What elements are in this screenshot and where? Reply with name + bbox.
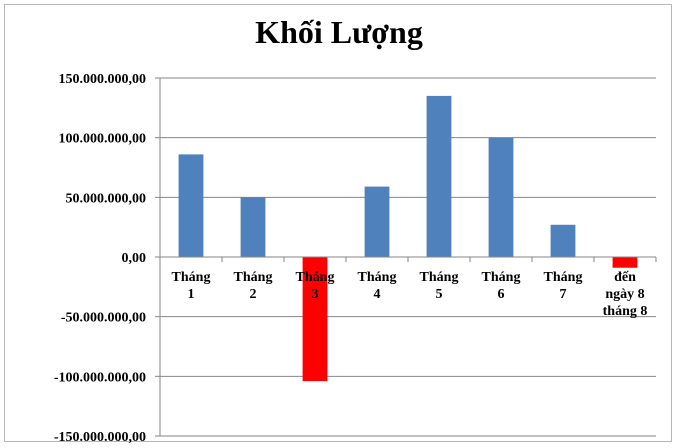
- category-label-line: Tháng: [420, 270, 459, 285]
- chart-frame: [4, 4, 672, 442]
- category-label: Tháng 2: [234, 270, 273, 302]
- category-label: đến ngày 8 tháng 8: [603, 270, 648, 319]
- category-label-line: Tháng: [234, 270, 273, 285]
- bars: [178, 95, 638, 382]
- y-tick-label: -50.000.000,00: [61, 311, 146, 326]
- bar-1: [178, 154, 204, 257]
- category-label-line: 3: [312, 287, 319, 302]
- category-label: Tháng 4: [358, 270, 397, 302]
- category-label-line: ngày 8: [605, 287, 644, 302]
- category-label-line: 4: [374, 287, 381, 302]
- chart-title: Khối Lượng: [255, 14, 423, 50]
- axes: [155, 77, 657, 437]
- bar-4: [364, 186, 390, 257]
- category-label-line: Tháng: [358, 270, 397, 285]
- bar-2: [240, 197, 266, 257]
- bar-8: [612, 257, 638, 268]
- category-label-line: tháng 8: [603, 304, 648, 319]
- y-tick-label: -100.000.000,00: [54, 370, 146, 385]
- y-tick-labels: 150.000.000,00 100.000.000,00 50.000.000,0…: [54, 72, 146, 445]
- category-label: Tháng 7: [544, 270, 583, 302]
- category-label-line: 6: [498, 287, 505, 302]
- category-label: Tháng 5: [420, 270, 459, 302]
- bar-7: [550, 224, 576, 257]
- category-label-line: 1: [188, 287, 195, 302]
- bar-3: [302, 257, 328, 382]
- category-label: Tháng 6: [482, 270, 521, 302]
- category-label: Tháng 1: [172, 270, 211, 302]
- bar-6: [488, 137, 514, 257]
- category-label-line: Tháng: [296, 270, 335, 285]
- category-label: Tháng 3: [296, 270, 335, 302]
- y-tick-label: 50.000.000,00: [66, 191, 147, 206]
- category-label-line: 2: [250, 287, 257, 302]
- bar-5: [426, 95, 452, 258]
- category-label-line: đến: [614, 270, 636, 285]
- category-label-line: Tháng: [172, 270, 211, 285]
- y-tick-label: 150.000.000,00: [59, 72, 147, 87]
- category-label-line: Tháng: [544, 270, 583, 285]
- category-label-line: 5: [436, 287, 443, 302]
- category-label-line: Tháng: [482, 270, 521, 285]
- y-tick-label: 100.000.000,00: [59, 132, 147, 147]
- category-label-line: 7: [560, 287, 567, 302]
- y-tick-label: 0,00: [122, 251, 147, 266]
- y-tick-label: -150.000.000,00: [54, 430, 146, 445]
